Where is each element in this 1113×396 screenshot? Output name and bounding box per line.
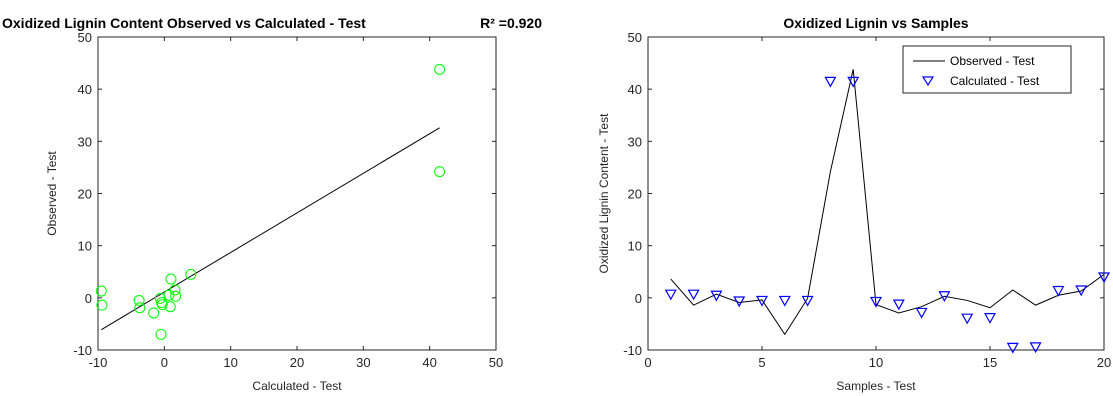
calculated-marker — [664, 289, 677, 301]
calculated-marker — [1052, 285, 1065, 297]
calculated-marker — [892, 299, 905, 311]
scatter-point — [163, 289, 175, 301]
y-tick-label: 30 — [628, 134, 642, 149]
x-tick-label: 0 — [161, 355, 168, 370]
scatter-point — [155, 328, 167, 340]
left-x-ticks: -10 0 10 20 30 40 50 — [89, 37, 503, 370]
x-tick-label: 10 — [869, 355, 883, 370]
left-y-ticks: -10 0 10 20 30 40 50 — [73, 30, 496, 358]
legend-box — [902, 45, 1072, 94]
calculated-marker — [778, 295, 791, 307]
calculated-marker — [755, 295, 769, 307]
left-scatter-points — [95, 63, 446, 340]
calculated-marker — [1006, 342, 1019, 354]
y-tick-label: 50 — [78, 30, 92, 45]
scatter-point — [164, 301, 176, 313]
calculated-marker — [938, 291, 951, 302]
calculated-marker — [961, 313, 974, 325]
calculated-marker — [869, 296, 883, 308]
calculated-marker — [1075, 285, 1088, 297]
scatter-point — [434, 166, 446, 178]
left-fit-line — [101, 127, 440, 331]
scatter-point — [96, 299, 108, 311]
left-x-axis-label: Calculated - Test — [252, 379, 342, 393]
series-observed-line — [670, 69, 1105, 336]
y-tick-label: 10 — [628, 239, 642, 254]
x-tick-label: 50 — [489, 355, 503, 370]
y-tick-label: 10 — [78, 239, 92, 254]
calculated-marker — [801, 295, 814, 307]
left-chart: Oxidized Lignin Content Observed vs Calc… — [2, 15, 542, 393]
right-x-axis-label: Samples - Test — [836, 379, 916, 393]
right-y-ticks: -10 0 10 20 30 40 50 — [623, 30, 1104, 358]
x-tick-label: 30 — [356, 355, 370, 370]
right-x-ticks: 0 5 10 15 20 — [644, 37, 1111, 370]
scatter-point — [434, 63, 446, 75]
y-tick-label: 30 — [78, 134, 92, 149]
calculated-marker — [687, 289, 700, 301]
scatter-point — [165, 273, 177, 285]
scatter-point — [133, 294, 145, 306]
y-tick-label: 40 — [78, 82, 92, 97]
legend-observed-label: Observed - Test — [950, 54, 1035, 68]
scatter-point — [134, 302, 146, 314]
series-calculated-markers — [664, 76, 1111, 354]
y-tick-label: 20 — [78, 187, 92, 202]
scatter-point — [148, 307, 160, 319]
scatter-point — [95, 285, 107, 297]
calculated-marker — [733, 296, 746, 308]
x-tick-label: 5 — [758, 355, 765, 370]
left-y-axis-label: Observed - Test — [45, 151, 59, 236]
x-tick-label: 15 — [983, 355, 997, 370]
left-chart-r2-label: R² =0.920 — [480, 15, 542, 31]
scatter-point — [169, 284, 181, 296]
left-chart-title: Oxidized Lignin Content Observed vs Calc… — [2, 15, 366, 31]
legend-calculated-label: Calculated - Test — [950, 74, 1040, 88]
x-tick-label: 0 — [644, 355, 651, 370]
legend-calculated-swatch — [921, 76, 935, 87]
scatter-point — [170, 290, 182, 302]
x-tick-label: 20 — [290, 355, 304, 370]
y-tick-label: 50 — [628, 30, 642, 45]
calculated-marker — [847, 76, 860, 88]
calculated-marker — [1097, 272, 1111, 284]
scatter-point — [156, 299, 168, 311]
calculated-marker — [983, 313, 997, 324]
calculated-marker — [1029, 342, 1042, 354]
y-tick-label: 0 — [635, 291, 642, 306]
calculated-marker — [710, 290, 723, 302]
right-chart: Oxidized Lignin vs Samples 0 5 10 15 20 -100… — [597, 15, 1111, 393]
x-tick-label: 40 — [422, 355, 436, 370]
calculated-marker — [824, 76, 837, 88]
scatter-point — [185, 268, 197, 280]
calculated-marker — [915, 307, 928, 319]
y-tick-label: -10 — [73, 343, 92, 358]
y-tick-label: 0 — [85, 291, 92, 306]
x-tick-label: 10 — [223, 355, 237, 370]
legend: Observed - Test Calculated - Test — [902, 45, 1072, 94]
x-tick-label: 20 — [1097, 355, 1111, 370]
right-y-axis-label: Oxidized Lignin Content - Test — [597, 113, 611, 274]
x-tick-label: -10 — [89, 355, 108, 370]
y-tick-label: 20 — [628, 187, 642, 202]
y-tick-label: -10 — [623, 343, 642, 358]
y-tick-label: 40 — [628, 82, 642, 97]
right-chart-title: Oxidized Lignin vs Samples — [783, 15, 968, 31]
